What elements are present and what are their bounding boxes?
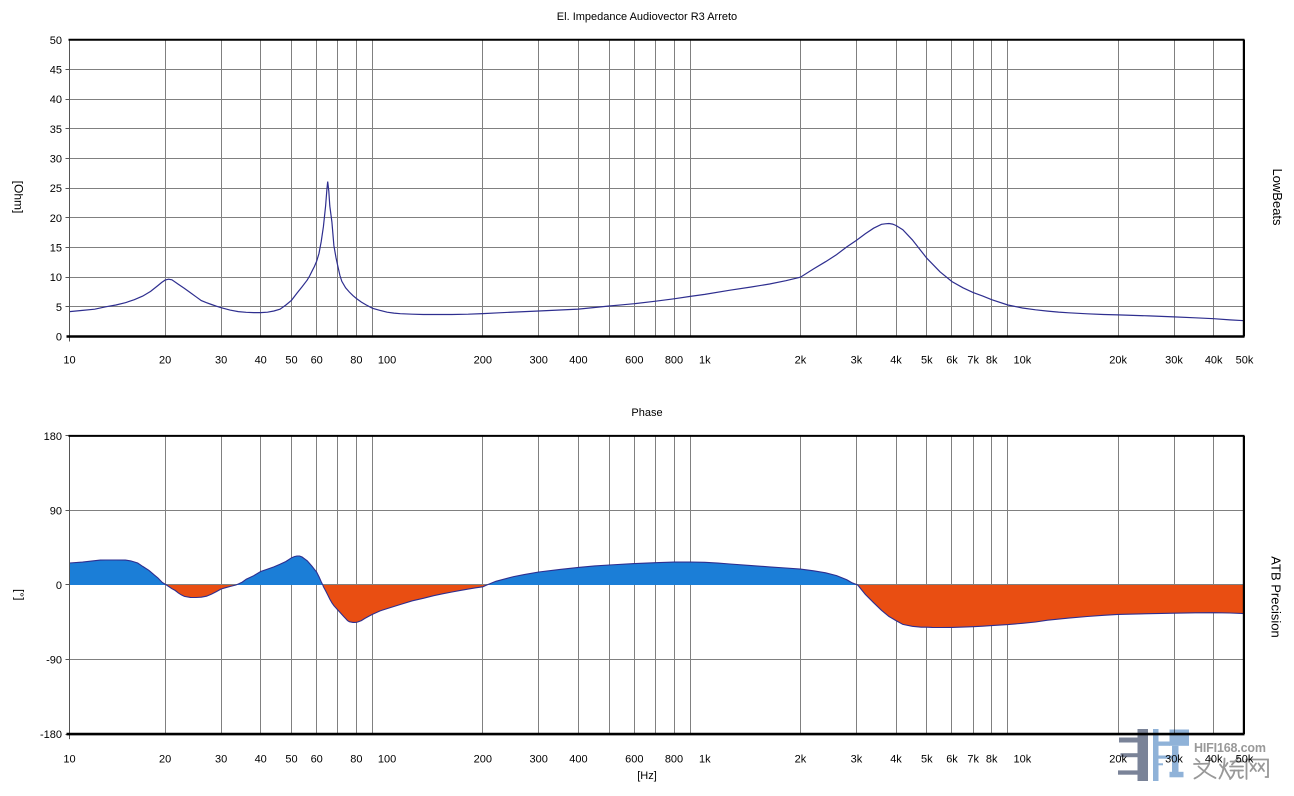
svg-text:10: 10	[63, 355, 75, 367]
svg-text:El. Impedance Audiovector R3 A: El. Impedance Audiovector R3 Arreto	[557, 11, 737, 23]
svg-text:50k: 50k	[1236, 754, 1254, 766]
svg-text:[Hz]: [Hz]	[637, 770, 657, 782]
svg-text:20: 20	[50, 213, 62, 225]
svg-text:50k: 50k	[1236, 355, 1254, 367]
svg-text:300: 300	[530, 754, 548, 766]
svg-text:4k: 4k	[890, 754, 902, 766]
svg-text:6k: 6k	[946, 754, 958, 766]
svg-text:60: 60	[311, 754, 323, 766]
svg-text:80: 80	[350, 754, 362, 766]
svg-text:7k: 7k	[967, 754, 979, 766]
svg-text:3k: 3k	[851, 754, 863, 766]
svg-text:30: 30	[50, 154, 62, 166]
svg-text:-180: -180	[40, 729, 62, 741]
svg-text:800: 800	[665, 754, 683, 766]
svg-text:1k: 1k	[699, 754, 711, 766]
svg-text:40: 40	[50, 94, 62, 106]
svg-text:800: 800	[665, 355, 683, 367]
svg-text:5k: 5k	[921, 355, 933, 367]
svg-text:10: 10	[63, 754, 75, 766]
svg-text:20: 20	[159, 355, 171, 367]
svg-text:400: 400	[569, 754, 587, 766]
svg-text:7k: 7k	[967, 355, 979, 367]
svg-text:35: 35	[50, 124, 62, 136]
svg-text:-90: -90	[46, 655, 62, 667]
svg-text:30: 30	[215, 355, 227, 367]
svg-text:30: 30	[215, 754, 227, 766]
svg-text:30k: 30k	[1165, 355, 1183, 367]
svg-text:[°]: [°]	[13, 589, 27, 600]
svg-text:40k: 40k	[1205, 355, 1223, 367]
svg-text:50: 50	[285, 355, 297, 367]
svg-text:600: 600	[625, 355, 643, 367]
svg-text:100: 100	[378, 754, 396, 766]
svg-text:6k: 6k	[946, 355, 958, 367]
svg-text:20: 20	[159, 754, 171, 766]
svg-text:180: 180	[44, 431, 62, 443]
svg-text:600: 600	[625, 754, 643, 766]
svg-text:LowBeats: LowBeats	[1270, 168, 1285, 226]
svg-text:8k: 8k	[986, 754, 998, 766]
svg-text:80: 80	[350, 355, 362, 367]
svg-text:20k: 20k	[1109, 355, 1127, 367]
svg-text:200: 200	[474, 754, 492, 766]
svg-text:3k: 3k	[851, 355, 863, 367]
svg-text:90: 90	[50, 506, 62, 518]
svg-text:10: 10	[50, 272, 62, 284]
svg-text:0: 0	[56, 580, 62, 592]
svg-text:40: 40	[255, 754, 267, 766]
svg-text:Phase: Phase	[631, 407, 662, 419]
svg-text:40k: 40k	[1205, 754, 1223, 766]
svg-text:1k: 1k	[699, 355, 711, 367]
svg-text:5: 5	[56, 302, 62, 314]
svg-text:200: 200	[474, 355, 492, 367]
svg-text:50: 50	[50, 35, 62, 47]
svg-text:5k: 5k	[921, 754, 933, 766]
svg-text:[Ohm]: [Ohm]	[11, 181, 25, 214]
svg-text:50: 50	[285, 754, 297, 766]
svg-text:25: 25	[50, 183, 62, 195]
svg-text:60: 60	[311, 355, 323, 367]
svg-text:100: 100	[378, 355, 396, 367]
svg-text:300: 300	[530, 355, 548, 367]
svg-text:0: 0	[56, 332, 62, 344]
svg-text:8k: 8k	[986, 355, 998, 367]
svg-text:15: 15	[50, 243, 62, 255]
svg-text:45: 45	[50, 65, 62, 77]
svg-text:400: 400	[569, 355, 587, 367]
svg-text:10k: 10k	[1014, 754, 1032, 766]
svg-text:2k: 2k	[795, 754, 807, 766]
svg-text:10k: 10k	[1014, 355, 1032, 367]
svg-text:4k: 4k	[890, 355, 902, 367]
svg-text:HIFI168.com: HIFI168.com	[1194, 741, 1266, 755]
svg-text:ATB Precision: ATB Precision	[1269, 556, 1284, 637]
svg-text:2k: 2k	[795, 355, 807, 367]
svg-text:40: 40	[255, 355, 267, 367]
